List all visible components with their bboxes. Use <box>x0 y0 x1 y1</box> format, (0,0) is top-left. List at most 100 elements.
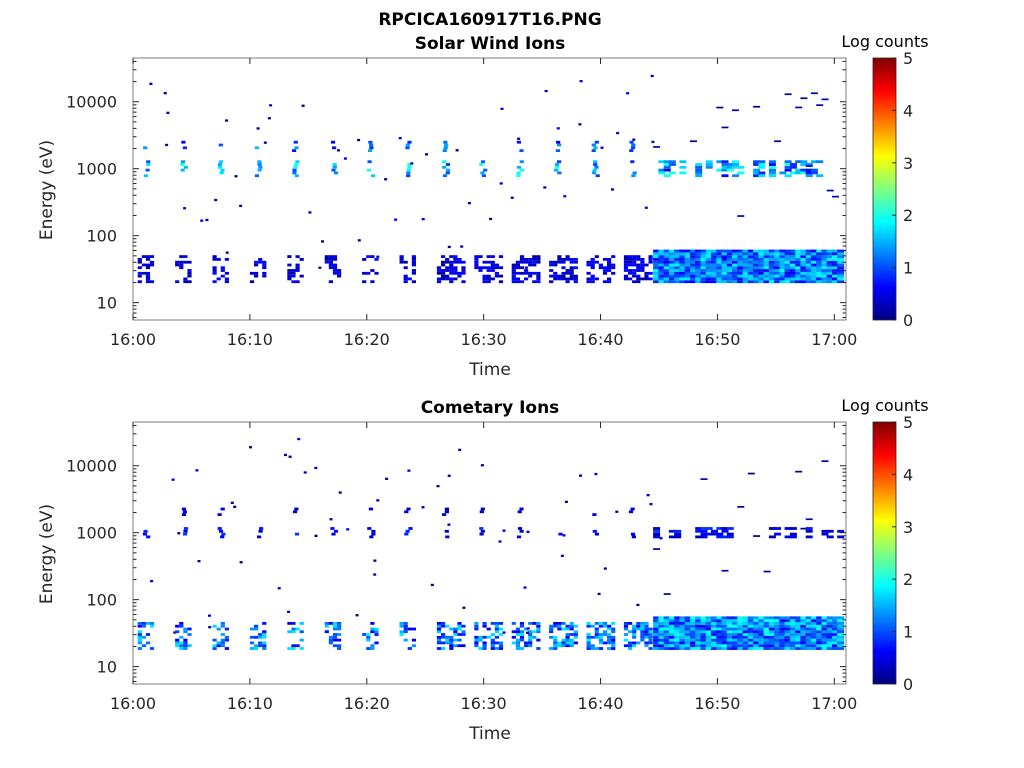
heatmap-cell <box>216 644 221 648</box>
heatmap-cell <box>590 260 595 264</box>
heatmap-cell <box>784 630 792 634</box>
heatmap-cell <box>821 624 829 628</box>
heatmap-cell <box>561 638 566 642</box>
heatmap-cell <box>183 627 188 631</box>
heatmap-cell <box>800 274 808 278</box>
heatmap-cell <box>532 635 537 639</box>
heatmap-cell <box>684 252 692 256</box>
heatmap-cell <box>658 160 666 164</box>
heatmap-cell <box>711 274 718 278</box>
heatmap-cell <box>137 280 142 284</box>
heatmap-cell <box>705 274 713 278</box>
heatmap-cell <box>511 277 516 281</box>
heatmap-cell <box>632 280 637 284</box>
heatmap-cell <box>557 624 562 628</box>
heatmap-cell <box>449 627 454 631</box>
heatmap-cell <box>291 274 296 278</box>
heatmap-cell <box>690 630 697 634</box>
heatmap-cell <box>632 255 637 258</box>
heatmap-cell <box>774 644 782 648</box>
heatmap-cell <box>774 249 782 253</box>
heatmap-cell <box>821 619 829 622</box>
heatmap-cell <box>732 174 739 178</box>
heatmap-cell <box>536 271 541 275</box>
heatmap-cell <box>832 269 839 272</box>
heatmap-cell <box>490 622 495 625</box>
heatmap-cell <box>519 266 525 270</box>
heatmap-cell <box>795 635 803 639</box>
heatmap-cell <box>494 624 499 628</box>
heatmap-cell <box>374 627 379 631</box>
heatmap-cell <box>732 252 739 256</box>
heatmap-cell <box>726 624 734 628</box>
heatmap-cell <box>658 627 666 631</box>
heatmap-cell <box>805 622 813 625</box>
axes: 16:00 16:10 16:20 16:30 16:40 16:50 17:0010100… <box>66 421 857 713</box>
heatmap-cell <box>220 266 225 270</box>
heatmap-cell <box>784 622 792 625</box>
heatmap-cell <box>663 274 671 278</box>
heatmap-cell <box>690 644 697 648</box>
heatmap-cell <box>705 165 713 169</box>
heatmap-cell <box>183 165 188 169</box>
heatmap-cell <box>726 277 734 281</box>
heatmap-cell <box>721 269 729 272</box>
heatmap-cell <box>623 260 629 264</box>
heatmap-cell <box>653 627 661 631</box>
heatmap-cell <box>753 647 761 650</box>
heatmap-cell <box>324 255 329 258</box>
heatmap-cell <box>181 140 186 144</box>
heatmap-cell <box>137 641 142 645</box>
heatmap-cell <box>716 622 724 625</box>
heatmap-cell <box>511 622 516 625</box>
heatmap-cell <box>594 647 599 650</box>
heatmap-cell <box>816 638 824 642</box>
heatmap-cell <box>784 624 792 628</box>
heatmap-cell <box>763 647 771 650</box>
heatmap-cell <box>607 641 612 645</box>
heatmap-cell <box>663 260 671 264</box>
heatmap-cell <box>789 280 797 284</box>
heatmap-cell <box>628 277 633 281</box>
heatmap-cell <box>737 171 745 175</box>
heatmap-cell <box>611 255 616 258</box>
heatmap-cell <box>644 624 649 628</box>
heatmap-cell <box>461 269 466 272</box>
heatmap-cell <box>611 630 616 634</box>
heatmap-cell <box>805 518 813 521</box>
heatmap-cell <box>366 168 372 172</box>
heatmap-cell <box>517 510 522 514</box>
heatmap-cell <box>816 633 824 636</box>
heatmap-cell <box>262 641 267 645</box>
heatmap-cell <box>640 633 645 636</box>
heatmap-cell <box>810 271 818 275</box>
heatmap-cell <box>449 641 454 645</box>
x-tick-label: 16:20 <box>344 330 390 349</box>
heatmap-cell <box>700 266 708 270</box>
heatmap-cell <box>658 280 666 284</box>
heatmap-cell <box>561 622 566 625</box>
heatmap-cell <box>181 507 186 511</box>
heatmap-cell <box>800 633 808 636</box>
heatmap-cell <box>623 255 629 258</box>
heatmap-cell <box>644 630 649 634</box>
heatmap-cell <box>406 168 411 172</box>
heatmap-cell <box>779 277 787 281</box>
heatmap-cell <box>295 644 300 648</box>
heatmap-cell <box>784 93 792 96</box>
heatmap-cell <box>721 616 729 620</box>
heatmap-cell <box>758 627 766 631</box>
heatmap-cell <box>700 647 708 650</box>
heatmap-cell <box>711 630 718 634</box>
heatmap-cell <box>594 633 599 636</box>
heatmap-cell <box>711 271 718 275</box>
heatmap-cell <box>742 277 750 281</box>
heatmap-cell <box>561 260 566 264</box>
heatmap-cell <box>553 644 558 648</box>
heatmap-cell <box>569 633 574 636</box>
heatmap-cell <box>721 163 729 166</box>
heatmap-cell <box>299 630 304 634</box>
heatmap-cell <box>816 269 824 272</box>
heatmap-cell <box>726 271 734 275</box>
heatmap-cell <box>557 277 562 281</box>
